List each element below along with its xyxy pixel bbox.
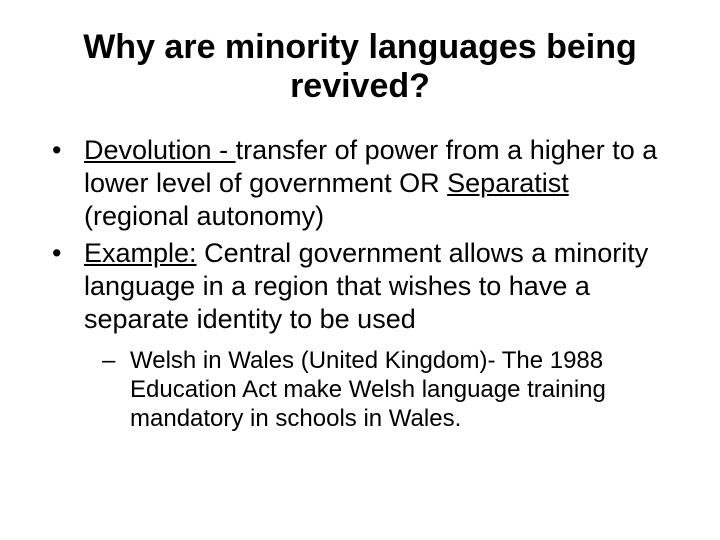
bullet-term: Devolution - [84,135,236,165]
sub-list: Welsh in Wales (United Kingdom)- The 198… [84,346,672,434]
slide-title: Why are minority languages being revived… [48,28,672,106]
sub-item: Welsh in Wales (United Kingdom)- The 198… [124,346,672,434]
bullet-text: (regional autonomy) [84,201,324,231]
bullet-term: Separatist [447,168,569,198]
bullet-item: Devolution - transfer of power from a hi… [76,134,672,233]
bullet-term: Example: [84,238,197,268]
bullet-item: Example: Central government allows a min… [76,237,672,434]
bullet-list: Devolution - transfer of power from a hi… [48,134,672,433]
